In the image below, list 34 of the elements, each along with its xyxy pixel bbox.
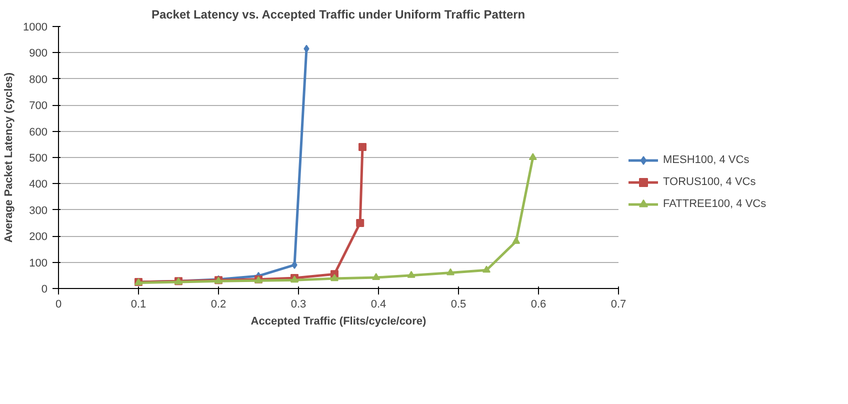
point bbox=[358, 143, 366, 152]
y-tick-label: 800 bbox=[29, 74, 48, 86]
x-tick-label: 0.3 bbox=[290, 298, 306, 310]
point bbox=[356, 219, 364, 227]
y-tick-label: 200 bbox=[29, 231, 48, 244]
chart-title: Packet Latency vs. Accepted Traffic under Uniform Traffic Pattern bbox=[151, 8, 526, 22]
legend-label: FATTREE100, 4 VCs bbox=[663, 198, 766, 210]
y-tick-label: 700 bbox=[29, 100, 48, 112]
x-tick-label: 0.2 bbox=[210, 298, 226, 310]
x-axis-title: Accepted Traffic (Flits/cycle/core) bbox=[250, 316, 427, 328]
point bbox=[512, 236, 520, 244]
x-tick-label: 0.5 bbox=[450, 298, 466, 310]
y-tick-label: 500 bbox=[29, 152, 48, 164]
legend-label: MESH100, 4 VCs bbox=[663, 154, 750, 166]
y-tick-label: 900 bbox=[29, 48, 48, 60]
y-tick-label: 1000 bbox=[23, 22, 48, 34]
legend-label: TORUS100, 4 VCs bbox=[663, 176, 756, 188]
y-tick-label: 300 bbox=[29, 204, 48, 217]
point bbox=[482, 266, 490, 273]
point bbox=[407, 270, 416, 278]
y-tick-label: 0 bbox=[41, 284, 48, 296]
y-tick-label: 600 bbox=[29, 126, 48, 138]
x-tick-label: 0 bbox=[55, 298, 62, 310]
x-tick-label: 0.1 bbox=[130, 298, 146, 310]
point bbox=[372, 272, 380, 280]
y-axis-title: Average Packet Latency (cycles) bbox=[3, 72, 16, 243]
y-tick-label: 400 bbox=[29, 178, 48, 191]
point bbox=[446, 268, 454, 276]
point bbox=[330, 274, 338, 282]
x-tick-label: 0.7 bbox=[610, 298, 626, 310]
x-tick-label: 0.4 bbox=[370, 298, 386, 310]
point bbox=[528, 152, 537, 160]
y-tick-label: 100 bbox=[29, 257, 48, 270]
x-tick-label: 0.6 bbox=[530, 298, 546, 310]
